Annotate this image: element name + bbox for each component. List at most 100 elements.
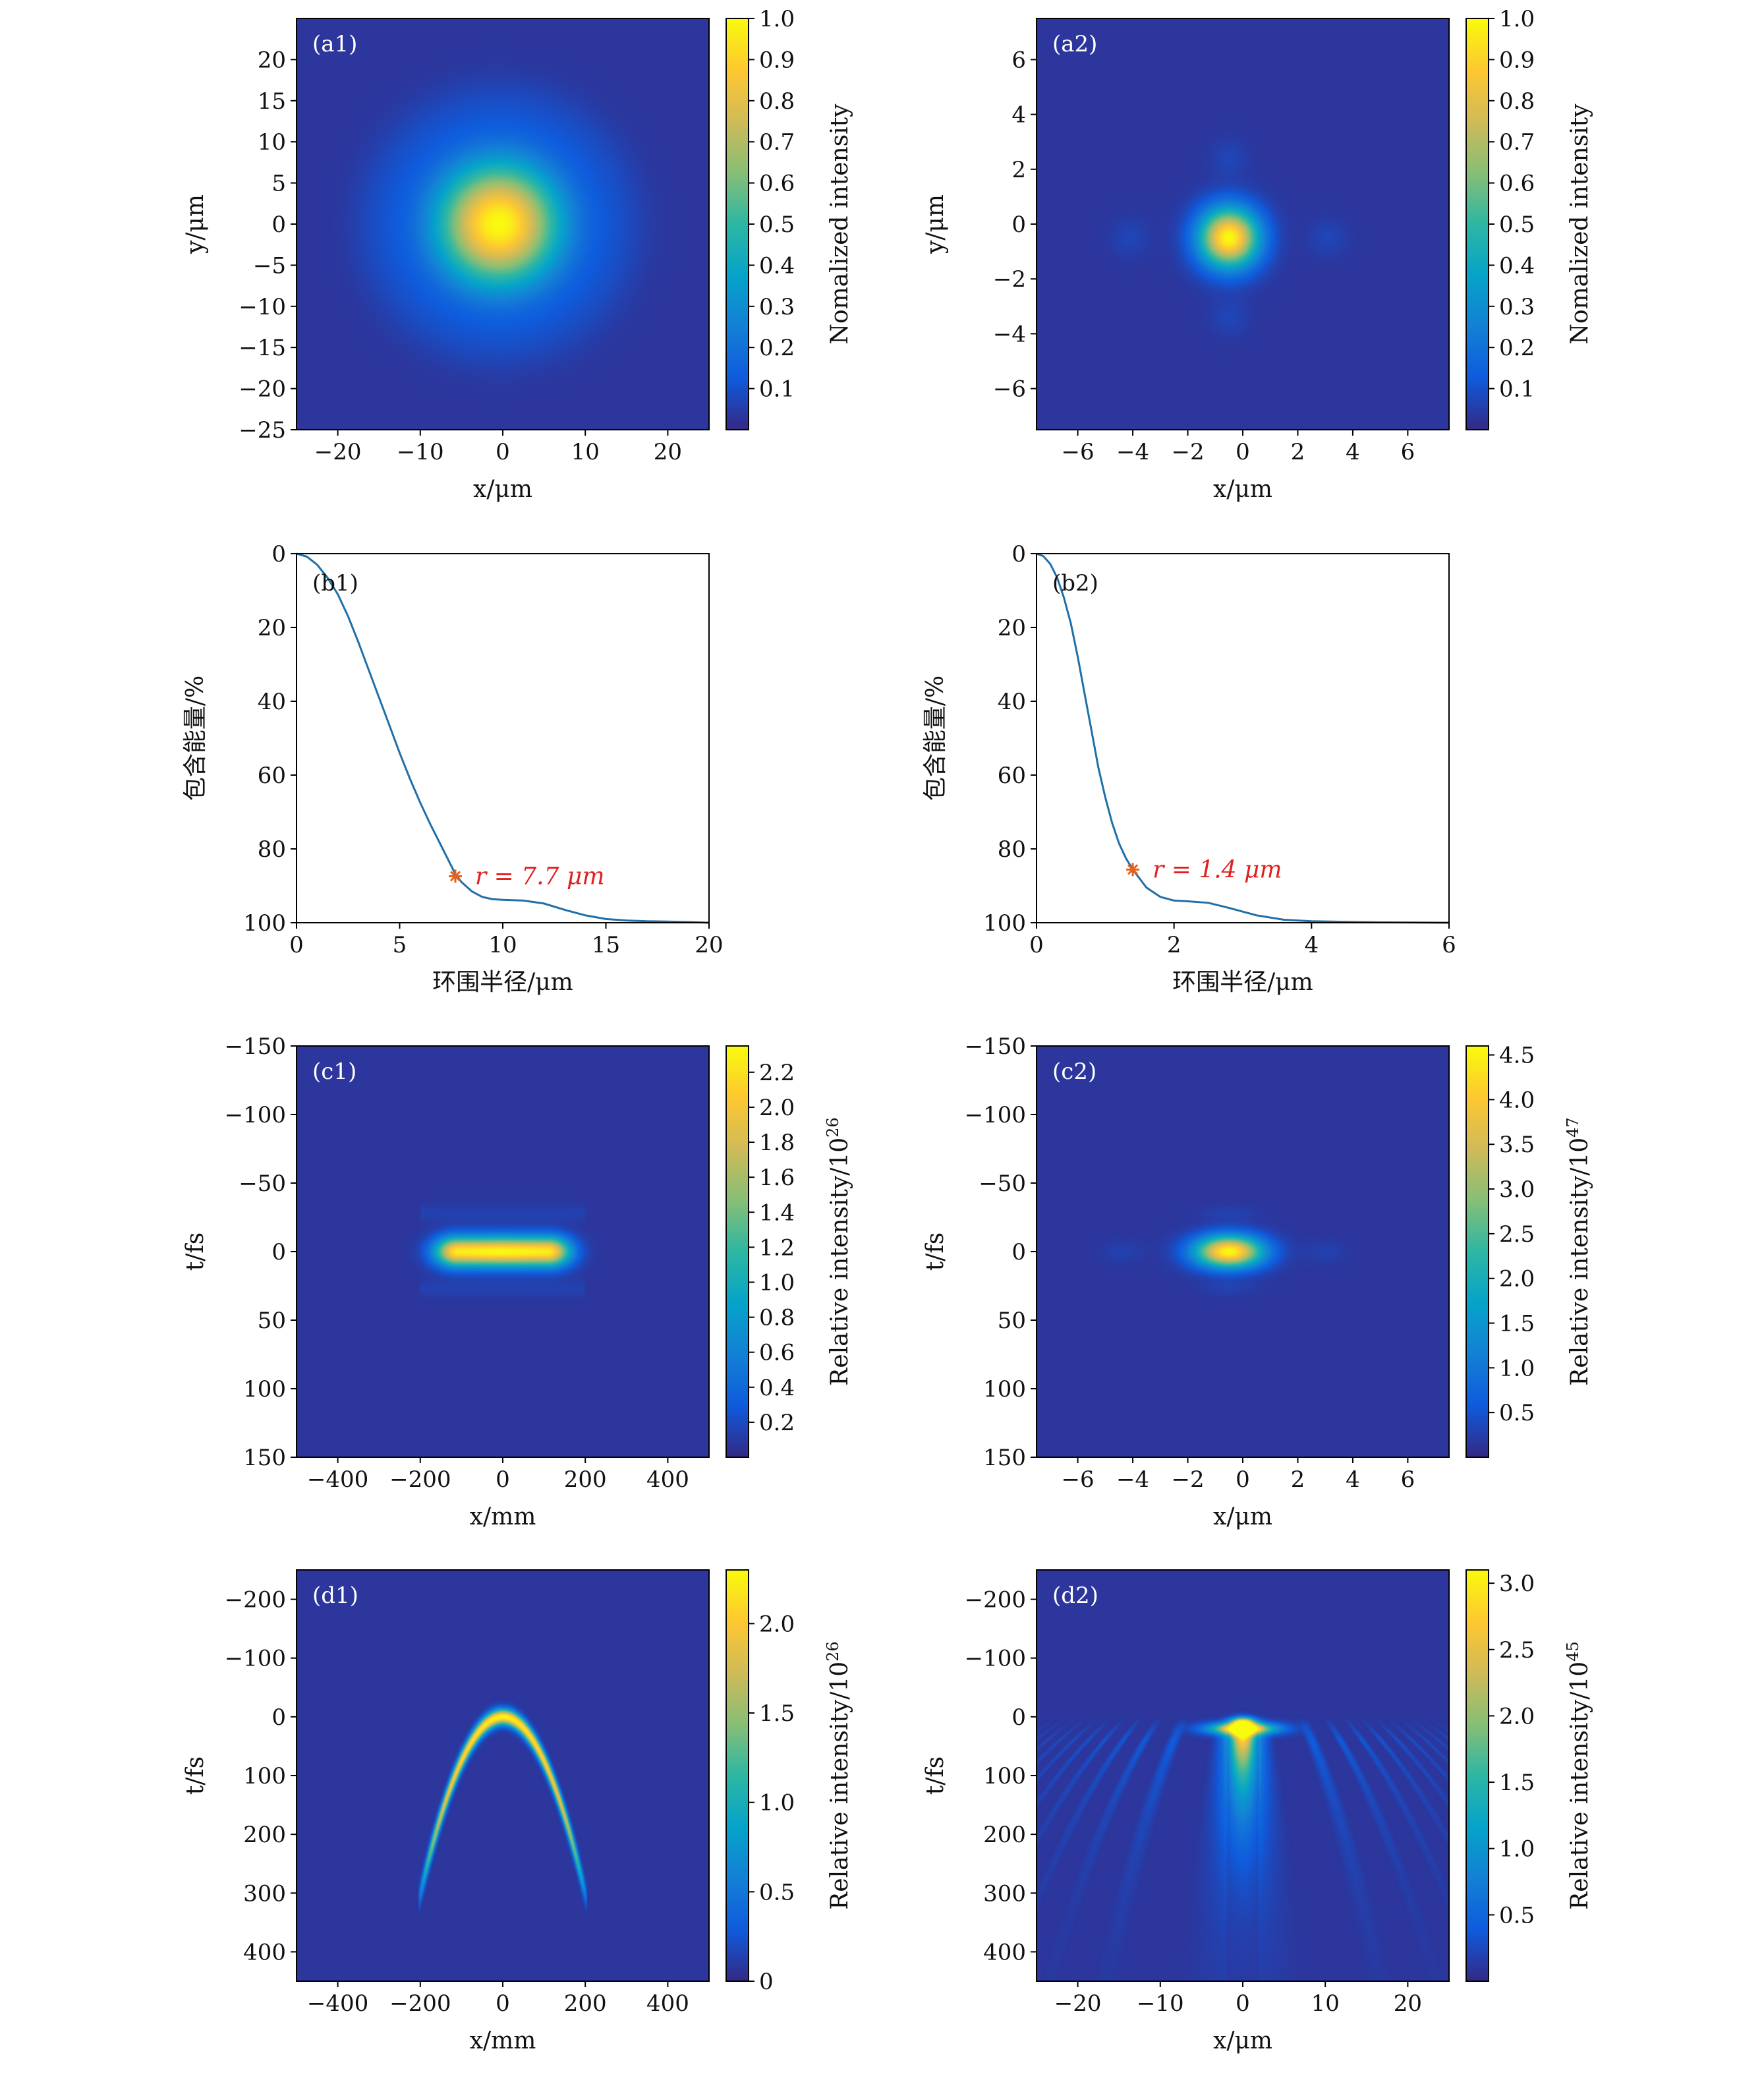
y-tick-label: −15 xyxy=(239,335,286,361)
y-tick-label: 300 xyxy=(983,1880,1026,1907)
y-axis-label: 包含能量/% xyxy=(182,676,209,801)
colorbar-tick-label: 2.5 xyxy=(1499,1637,1535,1664)
colorbar-tick-label: 0.4 xyxy=(759,1375,795,1401)
x-tick-label: 4 xyxy=(1346,439,1360,465)
colorbar-tick-label: 0.4 xyxy=(1499,252,1535,279)
colorbar-tick-label: 4.0 xyxy=(1499,1087,1535,1113)
y-tick-label: 0 xyxy=(271,541,286,567)
x-tick-label: 10 xyxy=(488,932,517,958)
y-tick-label: 60 xyxy=(998,763,1026,789)
colorbar-tick-label: 1.5 xyxy=(1499,1311,1535,1337)
y-tick-label: −2 xyxy=(993,266,1026,293)
y-tick-label: 20 xyxy=(258,615,286,641)
colorbar-tick-label: 0.8 xyxy=(759,1305,795,1331)
colorbar-gradient xyxy=(726,1046,749,1457)
y-tick-label: 100 xyxy=(243,1763,286,1789)
y-tick-label: 40 xyxy=(258,689,286,715)
colorbar-tick-label: 0.9 xyxy=(759,47,795,73)
x-tick-label: 200 xyxy=(564,1466,607,1493)
x-tick-label: −4 xyxy=(1116,1466,1149,1493)
colorbar-tick-label: 0.5 xyxy=(759,1879,795,1905)
y-axis-label: t/fs xyxy=(182,1756,209,1795)
heatmap-image xyxy=(297,18,709,430)
panel-d2: (d2)−20 −10 0 10 20−200−1000100200300400x/μm… xyxy=(922,1569,1593,2054)
colorbar-tick-label: 0.3 xyxy=(1499,294,1535,320)
colorbar-tick-label: 1.5 xyxy=(1499,1770,1535,1796)
colorbar-tick-label: 1.8 xyxy=(759,1130,795,1156)
y-tick-label: 200 xyxy=(983,1822,1026,1848)
y-tick-label: 100 xyxy=(243,910,286,937)
colorbar-tick-label: 0.5 xyxy=(1499,1902,1535,1928)
x-tick-label: 0 xyxy=(496,1466,510,1493)
y-tick-label: 150 xyxy=(983,1445,1026,1471)
colorbar-tick-label: 1.2 xyxy=(759,1234,795,1261)
colorbar-tick-label: 2.0 xyxy=(1499,1703,1535,1729)
panel-label: (b2) xyxy=(1052,570,1098,596)
y-tick-label: −5 xyxy=(253,252,286,279)
colorbar-tick-label: 3.0 xyxy=(1499,1571,1535,1597)
panel-a2: (a2) −6 −4 −2 0 2 4 6 6 4 2 0 −2 −4 −6 x/μm y/μm 0.1 0.2 0.… xyxy=(922,6,1593,503)
colorbar-tick-label: 2.0 xyxy=(1499,1266,1535,1292)
panel-label: (a2) xyxy=(1052,31,1097,57)
x-axis-label: x/μm xyxy=(1213,476,1272,503)
colorbar-tick-label: 1.0 xyxy=(759,1269,795,1296)
colorbar-label: Nomalized intensity xyxy=(1566,103,1593,345)
colorbar-gradient xyxy=(1466,18,1489,430)
colorbar-tick-label: 0.7 xyxy=(1499,129,1535,156)
plot-frame xyxy=(1036,553,1450,923)
marker-star xyxy=(1126,863,1140,877)
colorbar-tick-label: 0.9 xyxy=(1499,47,1535,73)
marker-star-stroke xyxy=(1127,864,1139,875)
colorbar-gradient xyxy=(1466,1570,1489,1981)
colorbar-label: Relative intensity/1026 xyxy=(824,1117,853,1385)
y-tick-label: 100 xyxy=(983,910,1026,937)
colorbar-tick-label: 0.2 xyxy=(759,335,795,361)
panel-label: (d2) xyxy=(1052,1582,1098,1609)
colorbar-tick-label: 2.0 xyxy=(759,1095,795,1121)
x-axis-label: 环围半径/μm xyxy=(1172,969,1313,996)
colorbar-frame xyxy=(1465,1569,1489,1982)
y-tick-label: 300 xyxy=(243,1880,286,1907)
y-tick-label: 15 xyxy=(258,88,286,115)
y-axis-label: 包含能量/% xyxy=(922,676,949,801)
panel-label: (b1) xyxy=(312,570,358,596)
x-axis-label: 环围半径/μm xyxy=(432,969,573,996)
y-tick-label: 0 xyxy=(271,212,286,238)
colorbar-tick-label: 1.0 xyxy=(759,6,795,32)
colorbar-frame xyxy=(726,1045,749,1458)
colorbar-frame xyxy=(1465,1045,1489,1458)
colorbar-tick-label: 2.0 xyxy=(759,1611,795,1637)
colorbar-tick-label: 0.5 xyxy=(1499,212,1535,238)
colorbar-tick-label: 0.8 xyxy=(1499,88,1535,115)
y-tick-label: −200 xyxy=(965,1587,1026,1613)
colorbar-label: Relative intensity/1026 xyxy=(824,1641,853,1909)
x-tick-label: 0 xyxy=(1236,1990,1250,2017)
panel-c1: (c1) −400 −200 0 200 400 −150 −100 −50 0 50 100 150 x… xyxy=(182,1033,853,1530)
x-tick-label: −400 xyxy=(307,1990,368,2017)
colorbar-tick-label: 1.0 xyxy=(1499,1355,1535,1381)
x-tick-label: 400 xyxy=(646,1466,689,1493)
y-tick-label: 0 xyxy=(271,1239,286,1265)
colorbar-tick-label: 1.0 xyxy=(1499,6,1535,32)
colorbar-tick-label: 0.3 xyxy=(759,294,795,320)
colorbar-label: Relative intensity/1045 xyxy=(1564,1641,1593,1909)
colorbar-tick-label: 0.1 xyxy=(1499,376,1535,403)
x-tick-label: 0 xyxy=(496,439,510,465)
y-tick-label: 100 xyxy=(983,1376,1026,1403)
x-tick-label: 15 xyxy=(592,932,620,958)
colorbar-tick-label: 0.8 xyxy=(759,88,795,115)
x-tick-label: 5 xyxy=(393,932,407,958)
y-tick-label: 100 xyxy=(983,1763,1026,1789)
x-tick-label: 20 xyxy=(654,439,682,465)
y-tick-label: −150 xyxy=(965,1033,1026,1060)
x-tick-label: −10 xyxy=(1137,1990,1184,2017)
panel-c2: (c2) −6 −4 −2 0 2 4 6 −150 −100 −50 0 50 100 150 x/μm t/… xyxy=(922,1033,1593,1530)
panel-label: (c2) xyxy=(1052,1058,1096,1085)
x-tick-label: 0 xyxy=(1029,932,1044,958)
y-tick-label: −6 xyxy=(993,376,1026,403)
x-axis-label: x/μm xyxy=(473,476,532,503)
radius-annotation: r = 1.4 μm xyxy=(1152,856,1282,883)
colorbar-tick-label: 1.4 xyxy=(759,1200,795,1226)
panel-b2: r = 1.4 μm(b2)0 2 4 6020406080100环围半径/μm包含能… xyxy=(922,541,1456,996)
y-tick-label: 0 xyxy=(271,1704,286,1731)
